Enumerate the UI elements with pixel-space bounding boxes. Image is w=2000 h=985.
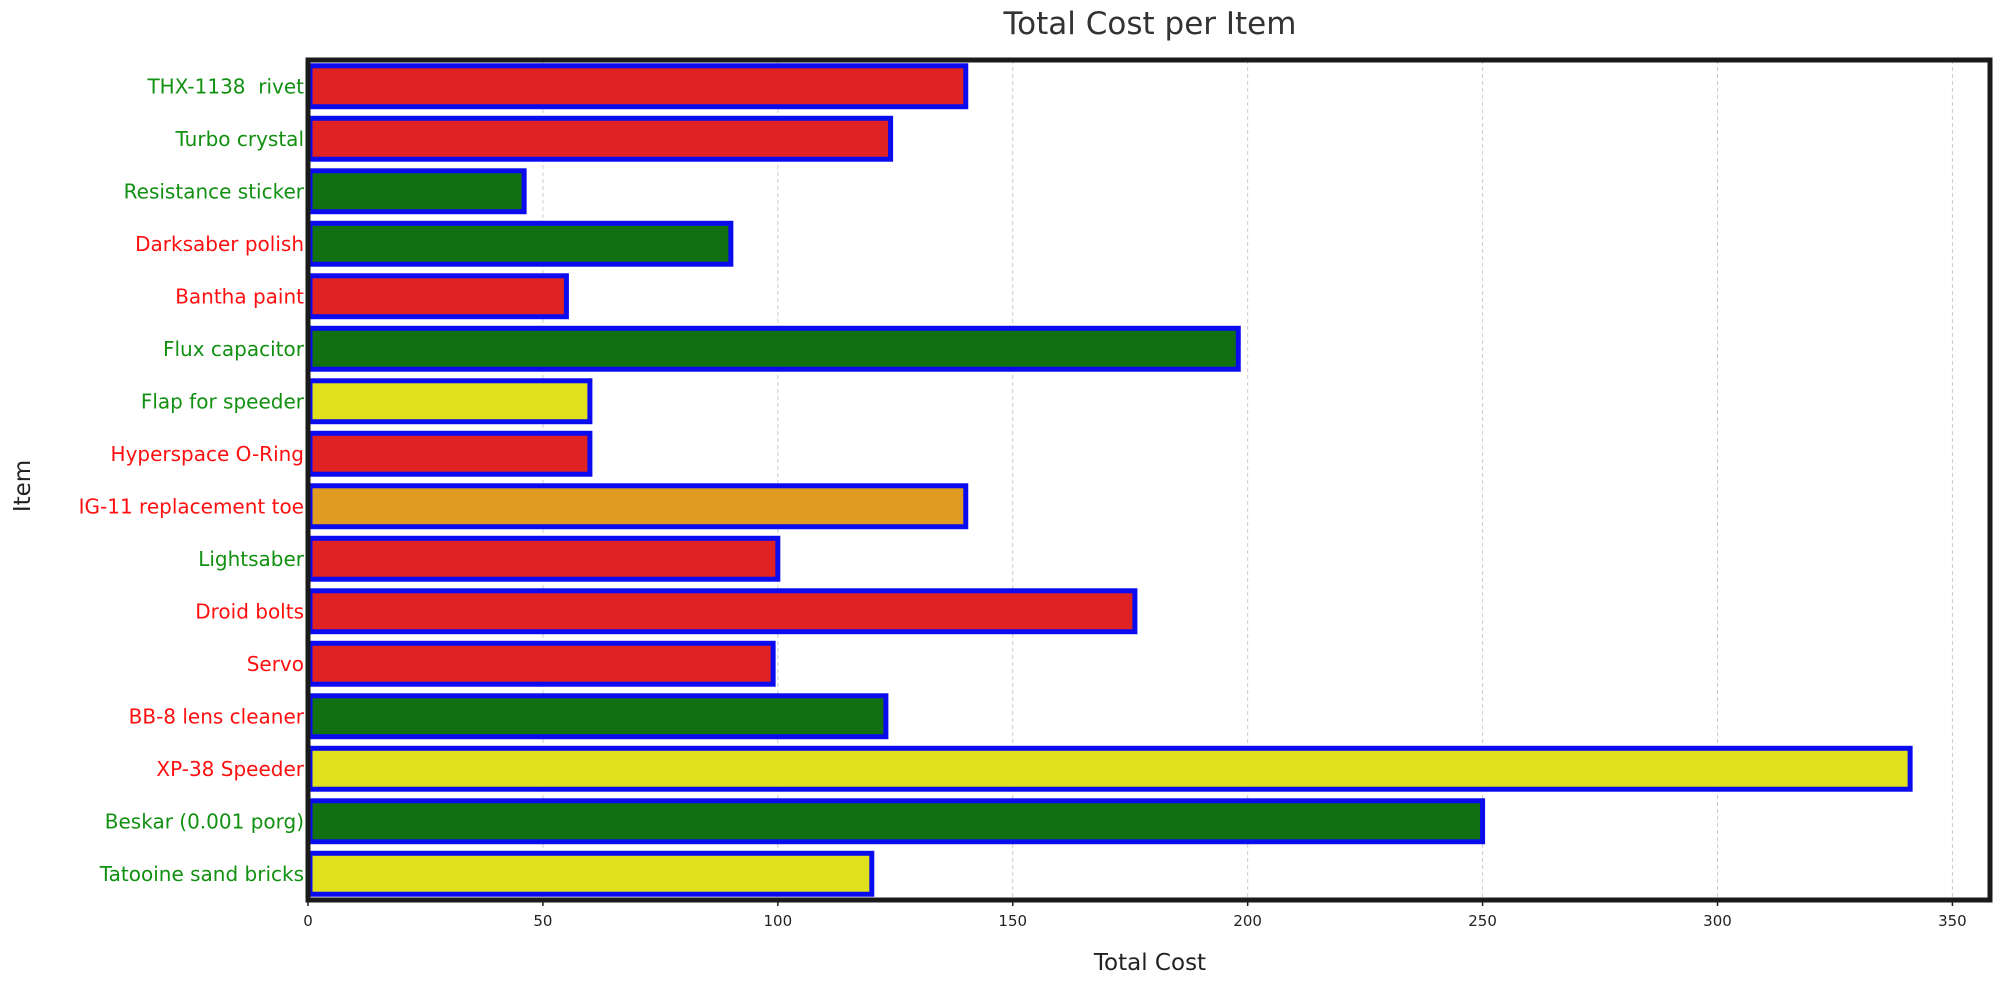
y-tick-label: THX-1138 rivet <box>146 74 304 98</box>
x-tick-label: 150 <box>998 912 1027 930</box>
bar <box>307 693 889 740</box>
x-tick-label: 0 <box>303 912 313 930</box>
y-tick-labels: THX-1138 rivet Turbo crystal Resistance st… <box>79 74 305 886</box>
x-gridlines <box>307 60 1953 900</box>
bars <box>307 63 1913 897</box>
y-tick-label: Flux capacitor <box>163 337 305 361</box>
x-tick-labels: 0 50 100 150 200 250 300 350 <box>303 900 1967 930</box>
bar <box>307 745 1913 792</box>
bar <box>307 325 1241 372</box>
bar <box>307 168 527 215</box>
x-tick-label: 50 <box>533 912 552 930</box>
x-tick-label: 100 <box>764 912 793 930</box>
y-tick-label: Hyperspace O-Ring <box>111 442 304 466</box>
y-tick-label: Droid bolts <box>195 599 304 623</box>
y-tick-label: Tatooine sand bricks <box>99 862 304 886</box>
y-tick-label: Lightsaber <box>198 547 305 571</box>
bar <box>307 378 593 425</box>
x-tick-label: 300 <box>1703 912 1732 930</box>
bar <box>307 483 969 530</box>
y-tick-label: Darksaber polish <box>135 232 304 256</box>
plot-frame <box>305 57 1993 903</box>
x-tick-label: 200 <box>1233 912 1262 930</box>
chart-title: Total Cost per Item <box>1003 6 1297 42</box>
y-tick-label: Flap for speeder <box>141 389 305 413</box>
bar <box>307 220 734 267</box>
y-tick-label: BB-8 lens cleaner <box>129 704 305 728</box>
bar <box>307 273 569 320</box>
bar <box>307 115 894 162</box>
bar <box>307 588 1138 635</box>
y-tick-label: Servo <box>247 652 304 676</box>
y-tick-label: Bantha paint <box>175 284 304 308</box>
x-tick-label: 350 <box>1938 912 1967 930</box>
y-tick-label: Beskar (0.001 porg) <box>105 809 304 833</box>
x-axis-label: Total Cost <box>1093 950 1206 976</box>
x-tick-label: 250 <box>1468 912 1497 930</box>
bar <box>307 640 776 687</box>
y-tick-label: Turbo crystal <box>175 127 305 151</box>
y-axis-label: Item <box>10 460 36 512</box>
bar <box>307 430 593 477</box>
y-tick-label: Resistance sticker <box>124 179 305 203</box>
bar <box>307 798 1486 845</box>
y-tick-label: XP-38 Speeder <box>156 757 304 781</box>
bar <box>307 63 969 110</box>
bar <box>307 850 875 897</box>
y-tick-label: IG-11 replacement toe <box>79 494 304 518</box>
bar <box>307 535 781 582</box>
